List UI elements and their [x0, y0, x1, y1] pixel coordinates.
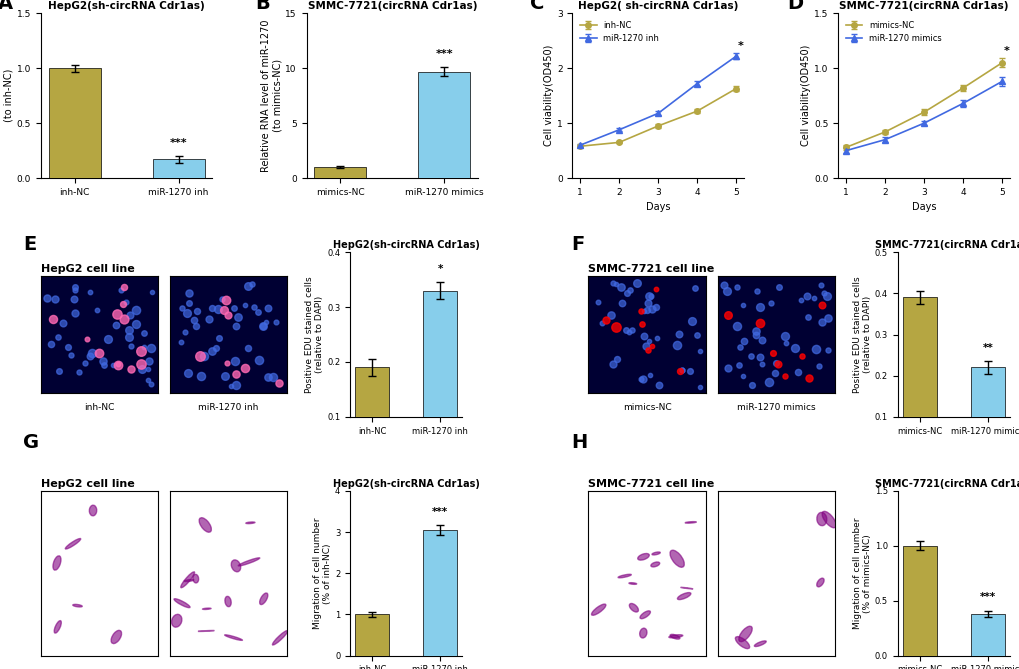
Text: *: * — [738, 41, 743, 51]
Legend: inh-NC, miR-1270 inh: inh-NC, miR-1270 inh — [576, 17, 662, 46]
Y-axis label: Cell viability(OD450): Cell viability(OD450) — [544, 45, 553, 147]
Ellipse shape — [53, 556, 61, 570]
Bar — [902, 546, 935, 656]
Ellipse shape — [54, 621, 61, 633]
Ellipse shape — [738, 626, 751, 642]
Ellipse shape — [111, 630, 121, 644]
Text: H: H — [571, 434, 587, 452]
Ellipse shape — [639, 611, 650, 619]
Text: inh-NC: inh-NC — [85, 403, 114, 411]
Ellipse shape — [669, 634, 680, 639]
Text: **: ** — [981, 343, 993, 353]
Bar — [49, 68, 101, 178]
Ellipse shape — [198, 630, 214, 632]
Text: E: E — [23, 235, 37, 254]
Ellipse shape — [272, 631, 287, 645]
Text: A: A — [0, 0, 13, 13]
Ellipse shape — [816, 512, 826, 526]
Ellipse shape — [193, 574, 199, 583]
Title: HepG2(sh-circRNA Cdr1as): HepG2(sh-circRNA Cdr1as) — [332, 240, 479, 250]
Text: B: B — [255, 0, 270, 13]
Bar — [418, 72, 470, 178]
Text: mimics-NC: mimics-NC — [623, 403, 671, 411]
Ellipse shape — [203, 608, 211, 609]
Bar — [314, 167, 366, 178]
Title: HepG2( sh-circRNA Cdr1as): HepG2( sh-circRNA Cdr1as) — [578, 1, 738, 11]
Title: SMMC-7721(circRNA Cdr1as): SMMC-7721(circRNA Cdr1as) — [873, 240, 1019, 250]
Ellipse shape — [72, 604, 83, 607]
Y-axis label: Cell viability(OD450): Cell viability(OD450) — [801, 45, 811, 147]
Bar — [423, 290, 457, 472]
Ellipse shape — [821, 511, 836, 528]
Ellipse shape — [199, 518, 211, 533]
X-axis label: Days: Days — [911, 202, 935, 212]
Text: D: D — [786, 0, 802, 13]
Ellipse shape — [637, 553, 649, 560]
Bar — [970, 614, 1004, 656]
Text: miR-1270 mimics: miR-1270 mimics — [737, 403, 815, 411]
Ellipse shape — [680, 587, 692, 589]
Title: SMMC-7721(circRNA Cdr1as): SMMC-7721(circRNA Cdr1as) — [873, 479, 1019, 489]
Text: HepG2 cell line: HepG2 cell line — [41, 264, 135, 274]
Title: SMMC-7721(circRNA Cdr1as): SMMC-7721(circRNA Cdr1as) — [839, 1, 1008, 11]
Ellipse shape — [90, 505, 97, 516]
Ellipse shape — [651, 552, 659, 555]
Ellipse shape — [668, 635, 682, 638]
Text: miR-1270 inh: miR-1270 inh — [199, 403, 259, 411]
Text: SMMC-7721 cell line: SMMC-7721 cell line — [588, 479, 714, 489]
Ellipse shape — [65, 539, 81, 549]
Text: ***: *** — [432, 507, 447, 517]
Text: HepG2 cell line: HepG2 cell line — [41, 479, 135, 489]
Ellipse shape — [180, 572, 195, 588]
Ellipse shape — [685, 522, 696, 523]
Legend: mimics-NC, miR-1270 mimics: mimics-NC, miR-1270 mimics — [842, 17, 945, 46]
Ellipse shape — [677, 593, 690, 599]
Y-axis label: Relative RNA level of miR-1270
(to inh-NC): Relative RNA level of miR-1270 (to inh-N… — [0, 19, 14, 172]
Text: G: G — [23, 434, 40, 452]
Text: ***: *** — [169, 138, 187, 148]
X-axis label: Days: Days — [645, 202, 669, 212]
Ellipse shape — [639, 628, 646, 638]
Y-axis label: Positive EDU stained cells
(relative to DAPI): Positive EDU stained cells (relative to … — [305, 276, 324, 393]
Ellipse shape — [816, 578, 823, 587]
Ellipse shape — [669, 550, 684, 567]
Bar — [153, 159, 204, 178]
Y-axis label: Relative RNA level of miR-1270
(to mimics-NC): Relative RNA level of miR-1270 (to mimic… — [261, 19, 282, 172]
Bar — [970, 367, 1004, 458]
Bar — [902, 298, 935, 458]
Y-axis label: Positive EDU stained cells
(relative to DAPI): Positive EDU stained cells (relative to … — [852, 276, 871, 393]
Ellipse shape — [650, 562, 659, 567]
Text: *: * — [1003, 46, 1009, 56]
Ellipse shape — [735, 637, 749, 649]
Text: SMMC-7721 cell line: SMMC-7721 cell line — [588, 264, 714, 274]
Ellipse shape — [246, 522, 255, 524]
Ellipse shape — [171, 614, 181, 627]
Ellipse shape — [629, 583, 636, 584]
Y-axis label: Migration of cell number
(% of mimics-NC): Migration of cell number (% of mimics-NC… — [852, 518, 871, 629]
Ellipse shape — [224, 635, 243, 640]
Text: ***: *** — [435, 49, 452, 59]
Title: SMMC-7721(circRNA Cdr1as): SMMC-7721(circRNA Cdr1as) — [308, 1, 477, 11]
Text: C: C — [529, 0, 543, 13]
Bar — [423, 530, 457, 656]
Ellipse shape — [754, 641, 765, 646]
Ellipse shape — [618, 574, 631, 578]
Ellipse shape — [591, 604, 605, 615]
Text: *: * — [437, 264, 442, 274]
Ellipse shape — [224, 596, 231, 607]
Ellipse shape — [184, 579, 194, 581]
Ellipse shape — [231, 560, 240, 572]
Text: ***: *** — [978, 592, 995, 602]
Ellipse shape — [629, 603, 638, 612]
Y-axis label: Migration of cell number
(% of inh-NC): Migration of cell number (% of inh-NC) — [313, 518, 332, 629]
Text: F: F — [571, 235, 584, 254]
Ellipse shape — [238, 558, 260, 566]
Ellipse shape — [174, 599, 190, 607]
Bar — [355, 367, 388, 472]
Title: HepG2(sh-circRNA Cdr1as): HepG2(sh-circRNA Cdr1as) — [332, 479, 479, 489]
Ellipse shape — [260, 593, 268, 605]
Bar — [355, 614, 388, 656]
Title: HepG2(sh-circRNA Cdr1as): HepG2(sh-circRNA Cdr1as) — [48, 1, 205, 11]
